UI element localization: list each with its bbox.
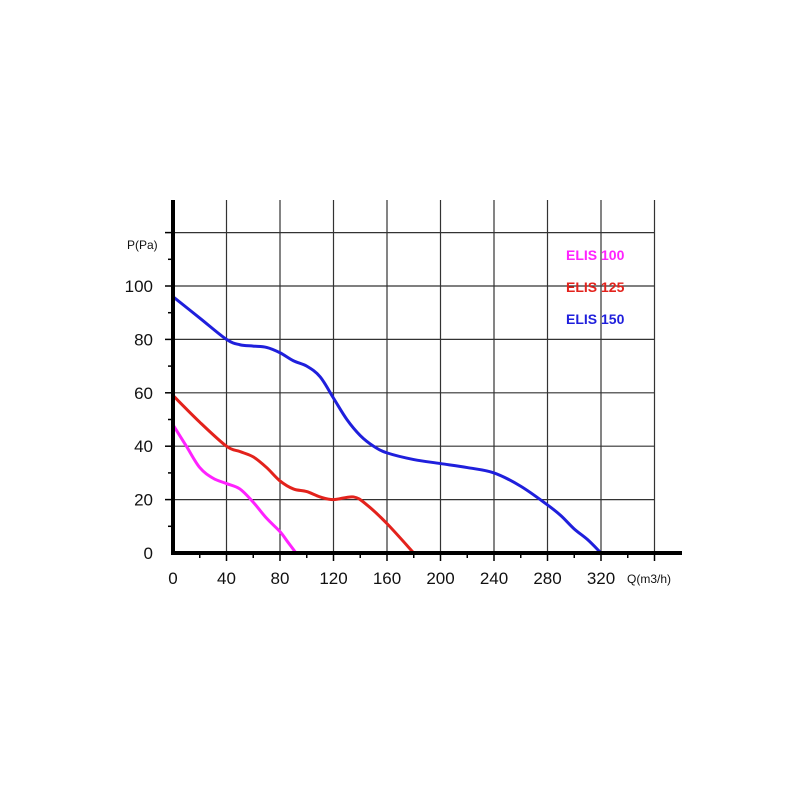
legend-entry: ELIS 150 [566,311,625,327]
x-tick-label: 40 [217,569,236,588]
x-tick-label: 320 [587,569,615,588]
y-tick-label: 80 [134,330,153,349]
x-tick-label: 80 [271,569,290,588]
series-lines [171,295,603,555]
series-line-elis-150 [171,295,603,555]
series-line-elis-100 [171,423,298,555]
y-tick-label: 40 [134,437,153,456]
x-tick-label: 280 [533,569,561,588]
y-tick-label: 0 [144,544,153,563]
x-tick-label: 160 [373,569,401,588]
legend-entry: ELIS 125 [566,279,625,295]
grid [173,200,656,553]
axes [165,200,682,561]
y-axis-label: P(Pa) [127,238,158,252]
series-line-elis-125 [171,393,416,555]
x-tick-label: 240 [480,569,508,588]
y-tick-label: 60 [134,384,153,403]
y-tick-label: 20 [134,491,153,510]
x-tick-label: 200 [426,569,454,588]
legend: ELIS 100 ELIS 125 ELIS 150 [566,247,625,327]
tick-labels: 0 20 40 60 80 100 0 40 80 120 160 200 240 280 320 [125,277,616,588]
x-tick-label: 0 [168,569,177,588]
legend-entry: ELIS 100 [566,247,625,263]
x-tick-label: 120 [319,569,347,588]
y-tick-label: 100 [125,277,153,296]
x-axis-label: Q(m3/h) [627,572,671,586]
